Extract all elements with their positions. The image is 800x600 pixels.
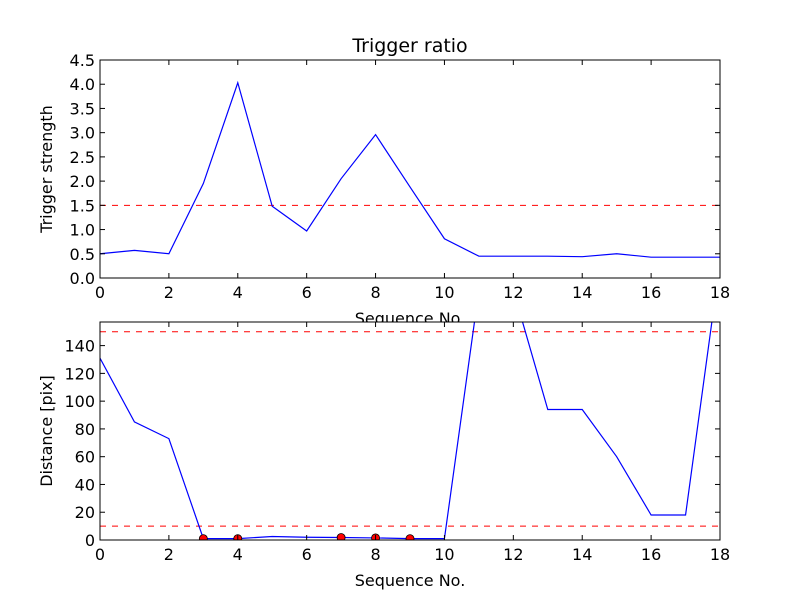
chart-title: Trigger ratio xyxy=(351,35,467,57)
y-tick-label: 140 xyxy=(64,337,95,356)
x-tick-label: 8 xyxy=(370,545,380,564)
x-tick-label: 0 xyxy=(95,283,105,302)
x-tick-label: 14 xyxy=(572,545,592,564)
y-tick-label: 0 xyxy=(85,531,95,550)
y-tick-label: 2.5 xyxy=(70,148,95,167)
x-tick-label: 18 xyxy=(710,545,730,564)
data-marker xyxy=(405,534,415,540)
x-tick-label: 16 xyxy=(641,545,661,564)
x-tick-label: 6 xyxy=(302,545,312,564)
x-tick-label: 4 xyxy=(233,283,243,302)
y-tick-label: 80 xyxy=(75,420,95,439)
plot-area xyxy=(100,322,720,540)
plot-content xyxy=(100,322,720,540)
x-tick-label: 2 xyxy=(164,283,174,302)
x-tick-label: 6 xyxy=(302,283,312,302)
y-tick-label: 3.5 xyxy=(70,99,95,118)
y-tick-label: 2.0 xyxy=(70,172,95,191)
x-axis-label: Sequence No. xyxy=(355,571,466,590)
y-tick-label: 1.5 xyxy=(70,196,95,215)
data-marker xyxy=(198,534,208,540)
data-marker xyxy=(336,533,346,540)
x-tick-label: 12 xyxy=(503,545,523,564)
plot-area xyxy=(100,60,720,278)
y-tick-label: 100 xyxy=(64,392,95,411)
y-axis-label: Trigger strength xyxy=(37,105,56,234)
y-tick-label: 4.0 xyxy=(70,75,95,94)
y-axis-label: Distance [pix] xyxy=(37,375,56,487)
plot-frame xyxy=(99,321,721,541)
y-tick-label: 4.5 xyxy=(70,51,95,70)
trigger-ratio-chart: 0 2 4 6 8 10 12 14 16 18 0.0 0.5 1.0 1.5 2.0 2.5 3.0 3.5 4… xyxy=(37,35,730,328)
plot-content xyxy=(100,80,720,258)
x-tick-label: 16 xyxy=(641,283,661,302)
x-tick-label: 14 xyxy=(572,283,592,302)
y-tick-label: 0.5 xyxy=(70,245,95,264)
y-tick-label: 0.0 xyxy=(70,269,95,288)
distance-chart: 0 2 4 6 8 10 12 14 16 18 0 20 40 60 80 100 120 140 Sequenc… xyxy=(37,321,730,590)
x-tick-label: 10 xyxy=(434,545,454,564)
x-tick-label: 10 xyxy=(434,283,454,302)
x-tick-label: 4 xyxy=(233,545,243,564)
y-tick-label: 60 xyxy=(75,448,95,467)
y-tick-label: 3.0 xyxy=(70,124,95,143)
y-tick-label: 20 xyxy=(75,503,95,522)
x-tick-label: 12 xyxy=(503,283,523,302)
y-tick-label: 40 xyxy=(75,475,95,494)
x-tick-label: 2 xyxy=(164,545,174,564)
y-tick-label: 1.0 xyxy=(70,221,95,240)
series-line xyxy=(100,80,720,258)
y-tick-label: 120 xyxy=(64,364,95,383)
x-tick-label: 8 xyxy=(370,283,380,302)
x-tick-label: 0 xyxy=(95,545,105,564)
x-tick-label: 18 xyxy=(710,283,730,302)
plot-frame xyxy=(99,59,721,279)
